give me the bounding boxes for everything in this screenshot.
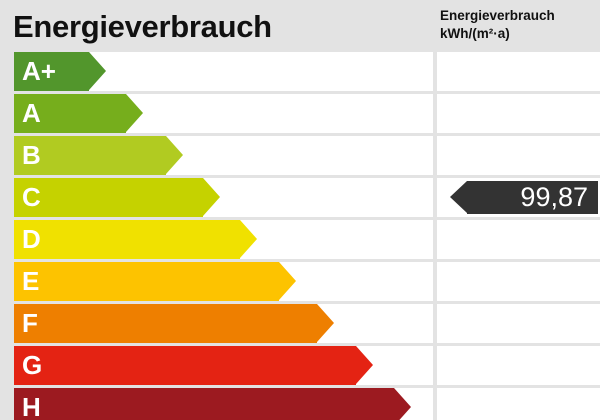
row-value-cell — [437, 136, 600, 175]
grade-letter-label: D — [22, 224, 41, 254]
grade-letter-label: H — [22, 392, 41, 420]
grade-bar-body — [14, 178, 203, 217]
row-value-cell — [437, 52, 600, 91]
grade-bar-b: B — [14, 136, 183, 175]
row-value-cell — [437, 94, 600, 133]
row-value-cell — [437, 388, 600, 420]
grade-bar-body — [14, 94, 126, 133]
value-marker-text: 99,87 — [520, 182, 588, 212]
grade-bar-body — [14, 304, 317, 343]
grade-bar-arrow-tip — [203, 178, 220, 216]
grade-bar-body — [14, 346, 356, 385]
row-value-cell — [437, 220, 600, 259]
grade-bar-arrow-tip — [317, 304, 334, 342]
grade-row: B — [0, 136, 600, 175]
grade-row: A+ — [0, 52, 600, 91]
grade-row: F — [0, 304, 600, 343]
value-marker-body — [467, 181, 598, 214]
grade-bar-aplus: A+ — [14, 52, 106, 91]
grade-bar-arrow-tip — [126, 94, 143, 132]
grade-bar-body — [14, 220, 240, 259]
grade-bar-f: F — [14, 304, 334, 343]
grade-letter-label: G — [22, 350, 43, 380]
grade-row: H — [0, 388, 600, 420]
grade-letter-label: C — [22, 182, 41, 212]
grade-bar-body — [14, 136, 166, 175]
unit-header-line2: kWh/(m²·a) — [440, 26, 510, 41]
grade-bar-arrow-tip — [89, 52, 106, 90]
unit-header-line1: Energieverbrauch — [440, 8, 555, 23]
grade-bar-a: A — [14, 94, 143, 133]
grade-row: E — [0, 262, 600, 301]
grade-bar-e: E — [14, 262, 296, 301]
grade-bar-c: C — [14, 178, 220, 217]
grade-letter-label: E — [22, 266, 40, 296]
page-title: Energieverbrauch — [13, 9, 272, 44]
grade-bar-arrow-tip — [394, 388, 411, 420]
grade-bar-d: D — [14, 220, 257, 259]
grade-row: D — [0, 220, 600, 259]
grade-bar-arrow-tip — [356, 346, 373, 384]
grade-row: A — [0, 94, 600, 133]
grade-bar-arrow-tip — [279, 262, 296, 300]
grade-bar-h: H — [14, 388, 411, 420]
grade-bar-body — [14, 52, 89, 91]
grade-letter-label: F — [22, 308, 38, 338]
value-marker-arrow-tip — [450, 181, 467, 213]
grade-bar-arrow-tip — [166, 136, 183, 174]
grade-letter-label: A — [22, 98, 41, 128]
grade-row: C 99,87 — [0, 178, 600, 217]
grade-bar-body — [14, 262, 279, 301]
grade-letter-label: A+ — [22, 56, 56, 86]
grade-letter-label: B — [22, 140, 41, 170]
value-marker: 99,87 — [450, 181, 598, 214]
unit-column-header: Energieverbrauch kWh/(m²·a) — [440, 7, 600, 43]
row-value-cell — [437, 262, 600, 301]
row-value-cell — [437, 304, 600, 343]
grade-bar-g: G — [14, 346, 373, 385]
grade-row: G — [0, 346, 600, 385]
grade-bar-body — [14, 388, 394, 420]
row-value-cell — [437, 346, 600, 385]
grade-bar-arrow-tip — [240, 220, 257, 258]
